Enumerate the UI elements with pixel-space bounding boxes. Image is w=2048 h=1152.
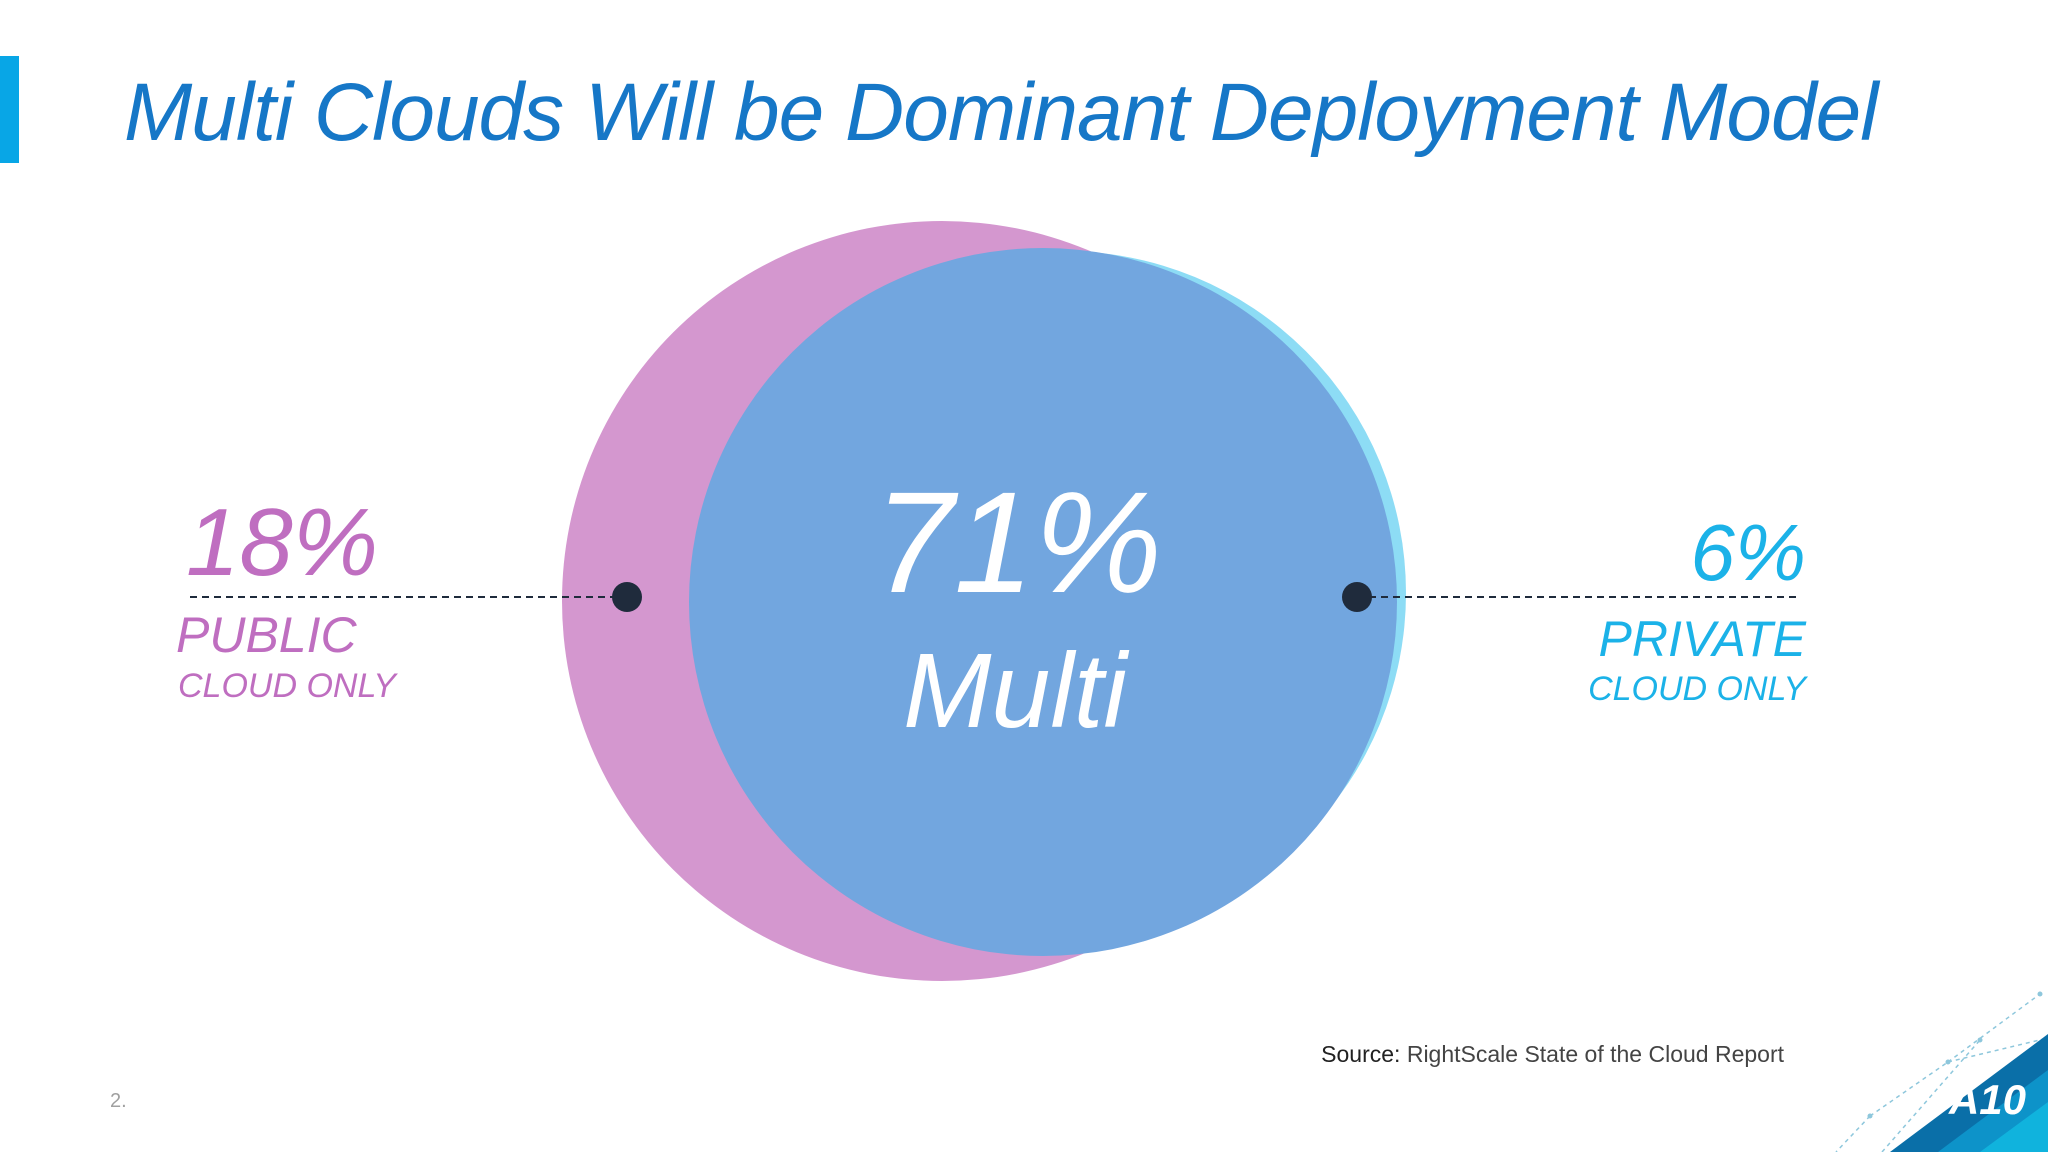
page-number: 2.: [110, 1090, 127, 1112]
multi-value-label: 71%: [874, 462, 1162, 623]
public-value-label: 18%: [186, 489, 378, 596]
source-note: Source: RightScale State of the Cloud Re…: [1321, 1041, 1784, 1068]
slide-title: Multi Clouds Will be Dominant Deployment…: [124, 67, 1878, 158]
private-value-label: 6%: [1690, 508, 1806, 597]
multi-cloud-circle: [689, 248, 1397, 956]
multi-label: Multi: [903, 632, 1129, 750]
private-marker-dot: [1342, 582, 1372, 612]
a10-logo-icon: A10: [1835, 991, 2048, 1152]
source-text: RightScale State of the Cloud Report: [1406, 1041, 1784, 1067]
title-accent-bar: [0, 56, 19, 163]
private-label-line1: PRIVATE: [1599, 611, 1807, 667]
public-label-line2: CLOUD ONLY: [178, 667, 398, 705]
public-marker-dot: [612, 582, 642, 612]
public-label-line1: PUBLIC: [176, 607, 358, 663]
private-label-line2: CLOUD ONLY: [1588, 670, 1808, 708]
source-label: Source:: [1321, 1041, 1401, 1067]
logo-text: A10: [1948, 1076, 2026, 1123]
